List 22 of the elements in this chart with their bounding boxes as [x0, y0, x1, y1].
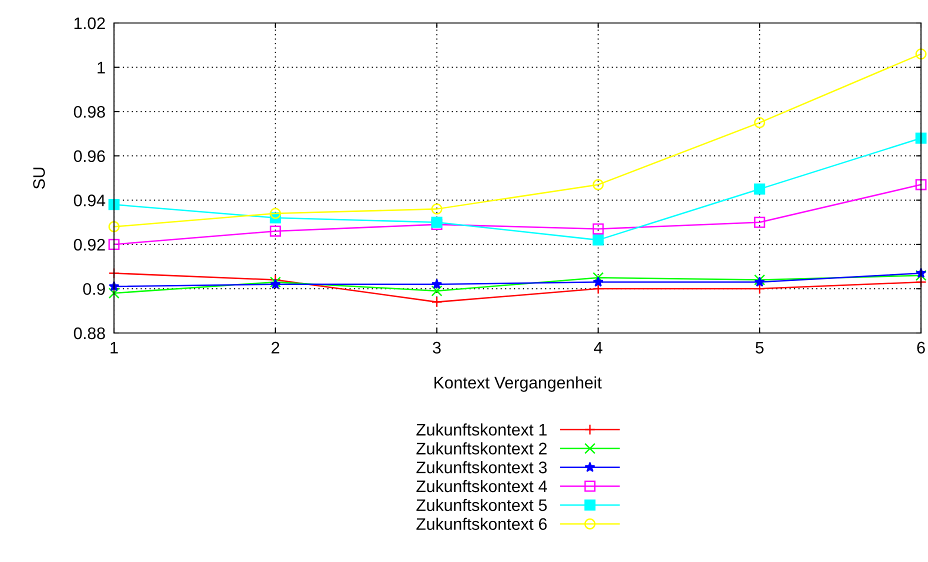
legend-label: Zukunftskontext 2: [416, 442, 547, 454]
legend-label: Zukunftskontext 3: [416, 461, 547, 474]
x-axis-title: Kontext Vergangenheit: [434, 376, 602, 392]
x-tick-label: 1: [110, 342, 118, 354]
y-tick-label: 1.02: [74, 17, 105, 30]
legend-label: Zukunftskontext 4: [416, 480, 547, 492]
y-tick-label: 1: [98, 62, 105, 74]
y-tick-label: 0.88: [74, 327, 105, 340]
y-tick-label: 0.92: [74, 238, 105, 251]
legend-label: Zukunftskontext 6: [416, 518, 547, 530]
x-tick-label: 4: [594, 342, 602, 354]
x-tick-label: 5: [756, 342, 764, 354]
y-tick-label: 0.98: [74, 106, 105, 118]
y-tick-label: 0.96: [74, 150, 105, 162]
y-tick-label: 0.9: [83, 283, 105, 295]
y-tick-label: 0.94: [74, 194, 106, 206]
legend-label: Zukunftskontext 1: [416, 423, 547, 436]
x-tick-label: 3: [432, 342, 441, 354]
legend-label: Zukunftskontext 5: [416, 498, 547, 512]
y-axis-title: SU: [33, 168, 45, 189]
x-tick-label: 2: [272, 342, 280, 354]
x-tick-label: 6: [917, 342, 925, 354]
